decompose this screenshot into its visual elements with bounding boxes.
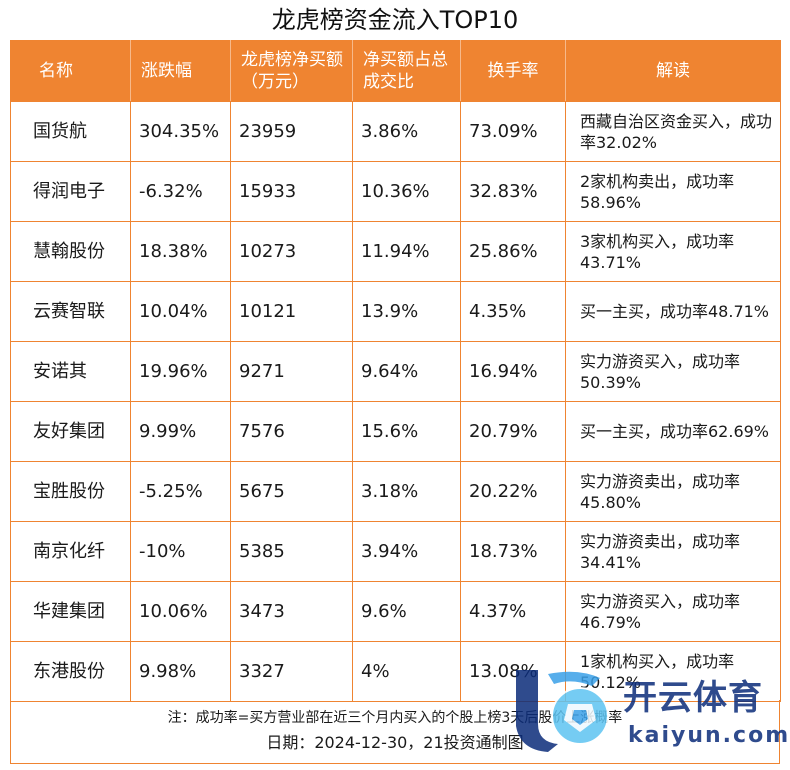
- table-row: 慧翰股份 18.38% 10273 11.94% 25.86% 3家机构买入，成功率43.…: [10, 221, 781, 282]
- cell-name: 南京化纤: [10, 521, 131, 582]
- cell-note: 2家机构卖出，成功率58.96%: [565, 161, 781, 222]
- table-body: 国货航 304.35% 23959 3.86% 73.09% 西藏自治区资金买入，成功率3…: [10, 101, 781, 702]
- table-header-row: 名称 涨跌幅 龙虎榜净买额（万元） 净买额占总成交比 换手率 解读: [10, 40, 781, 102]
- cell-share: 11.94%: [352, 221, 461, 282]
- table-row: 安诺其 19.96% 9271 9.64% 16.94% 实力游资买入，成功率50.39%: [10, 341, 781, 402]
- cell-share: 15.6%: [352, 401, 461, 462]
- table-row: 友好集团 9.99% 7576 15.6% 20.79% 买一主买，成功率62.69%: [10, 401, 781, 462]
- cell-name: 宝胜股份: [10, 461, 131, 522]
- cell-net-buy: 3327: [230, 641, 353, 702]
- cell-share: 13.9%: [352, 281, 461, 342]
- table-row: 东港股份 9.98% 3327 4% 13.08% 1家机构买入，成功率50.12%: [10, 641, 781, 702]
- cell-net-buy: 5675: [230, 461, 353, 522]
- cell-net-buy: 23959: [230, 101, 353, 162]
- header-net-buy: 龙虎榜净买额（万元）: [230, 40, 353, 102]
- cell-name: 东港股份: [10, 641, 131, 702]
- toplist-table: 名称 涨跌幅 龙虎榜净买额（万元） 净买额占总成交比 换手率 解读 国货航 304…: [10, 40, 781, 702]
- cell-turnover: 4.37%: [460, 581, 566, 642]
- cell-name: 国货航: [10, 101, 131, 162]
- cell-turnover: 16.94%: [460, 341, 566, 402]
- cell-turnover: 20.79%: [460, 401, 566, 462]
- cell-share: 10.36%: [352, 161, 461, 222]
- cell-note: 实力游资买入，成功率50.39%: [565, 341, 781, 402]
- watermark: 开云体育 kaiyun.com: [508, 664, 788, 756]
- cell-note: 买一主买，成功率48.71%: [565, 281, 781, 342]
- cell-change: 9.99%: [130, 401, 231, 462]
- cell-change: -10%: [130, 521, 231, 582]
- header-change: 涨跌幅: [130, 40, 231, 102]
- cell-net-buy: 5385: [230, 521, 353, 582]
- cell-turnover: 20.22%: [460, 461, 566, 522]
- cell-net-buy: 9271: [230, 341, 353, 402]
- cell-change: 10.06%: [130, 581, 231, 642]
- cell-note: 实力游资卖出，成功率45.80%: [565, 461, 781, 522]
- header-name: 名称: [10, 40, 131, 102]
- watermark-text: 开云体育: [623, 678, 763, 718]
- cell-net-buy: 3473: [230, 581, 353, 642]
- cell-change: -6.32%: [130, 161, 231, 222]
- cell-change: 19.96%: [130, 341, 231, 402]
- cell-name: 慧翰股份: [10, 221, 131, 282]
- cell-share: 4%: [352, 641, 461, 702]
- cell-turnover: 25.86%: [460, 221, 566, 282]
- cell-name: 得润电子: [10, 161, 131, 222]
- table-row: 南京化纤 -10% 5385 3.94% 18.73% 实力游资卖出，成功率34.41%: [10, 521, 781, 582]
- cell-turnover: 73.09%: [460, 101, 566, 162]
- cell-change: 304.35%: [130, 101, 231, 162]
- header-turnover: 换手率: [460, 40, 566, 102]
- cell-change: -5.25%: [130, 461, 231, 522]
- cell-share: 9.6%: [352, 581, 461, 642]
- watermark-sub: kaiyun.com: [628, 723, 790, 748]
- cell-note: 实力游资卖出，成功率34.41%: [565, 521, 781, 582]
- cell-change: 9.98%: [130, 641, 231, 702]
- header-share: 净买额占总成交比: [352, 40, 461, 102]
- cell-share: 9.64%: [352, 341, 461, 402]
- table-row: 云赛智联 10.04% 10121 13.9% 4.35% 买一主买，成功率48.71%: [10, 281, 781, 342]
- header-note: 解读: [565, 40, 781, 102]
- toplist-table-container: 名称 涨跌幅 龙虎榜净买额（万元） 净买额占总成交比 换手率 解读 国货航 304…: [10, 40, 781, 702]
- table-row: 得润电子 -6.32% 15933 10.36% 32.83% 2家机构卖出，成功率58.…: [10, 161, 781, 222]
- cell-change: 10.04%: [130, 281, 231, 342]
- date-credit: 日期：2024-12-30，21投资通制图: [266, 733, 524, 752]
- cell-name: 华建集团: [10, 581, 131, 642]
- cell-net-buy: 10121: [230, 281, 353, 342]
- page-title: 龙虎榜资金流入TOP10: [271, 6, 519, 34]
- footnote: 注：成功率=买方营业部在近三个月内买入的个股上榜3天后股价上涨概率: [167, 710, 623, 726]
- cell-share: 3.86%: [352, 101, 461, 162]
- cell-name: 安诺其: [10, 341, 131, 402]
- cell-note: 1家机构买入，成功率50.12%: [565, 641, 781, 702]
- cell-note: 买一主买，成功率62.69%: [565, 401, 781, 462]
- cell-note: 西藏自治区资金买入，成功率32.02%: [565, 101, 781, 162]
- cell-note: 实力游资买入，成功率46.79%: [565, 581, 781, 642]
- watermark-logo-icon: [516, 670, 609, 752]
- cell-note: 3家机构买入，成功率43.71%: [565, 221, 781, 282]
- cell-net-buy: 15933: [230, 161, 353, 222]
- cell-turnover: 18.73%: [460, 521, 566, 582]
- cell-net-buy: 7576: [230, 401, 353, 462]
- table-row: 国货航 304.35% 23959 3.86% 73.09% 西藏自治区资金买入，成功率3…: [10, 101, 781, 162]
- cell-name: 友好集团: [10, 401, 131, 462]
- cell-net-buy: 10273: [230, 221, 353, 282]
- table-row: 宝胜股份 -5.25% 5675 3.18% 20.22% 实力游资卖出，成功率45.80…: [10, 461, 781, 522]
- footer: 注：成功率=买方营业部在近三个月内买入的个股上榜3天后股价上涨概率 日期：202…: [10, 700, 780, 764]
- table-row: 华建集团 10.06% 3473 9.6% 4.37% 实力游资买入，成功率46.79%: [10, 581, 781, 642]
- cell-turnover: 4.35%: [460, 281, 566, 342]
- cell-change: 18.38%: [130, 221, 231, 282]
- cell-turnover: 32.83%: [460, 161, 566, 222]
- cell-name: 云赛智联: [10, 281, 131, 342]
- cell-share: 3.18%: [352, 461, 461, 522]
- cell-share: 3.94%: [352, 521, 461, 582]
